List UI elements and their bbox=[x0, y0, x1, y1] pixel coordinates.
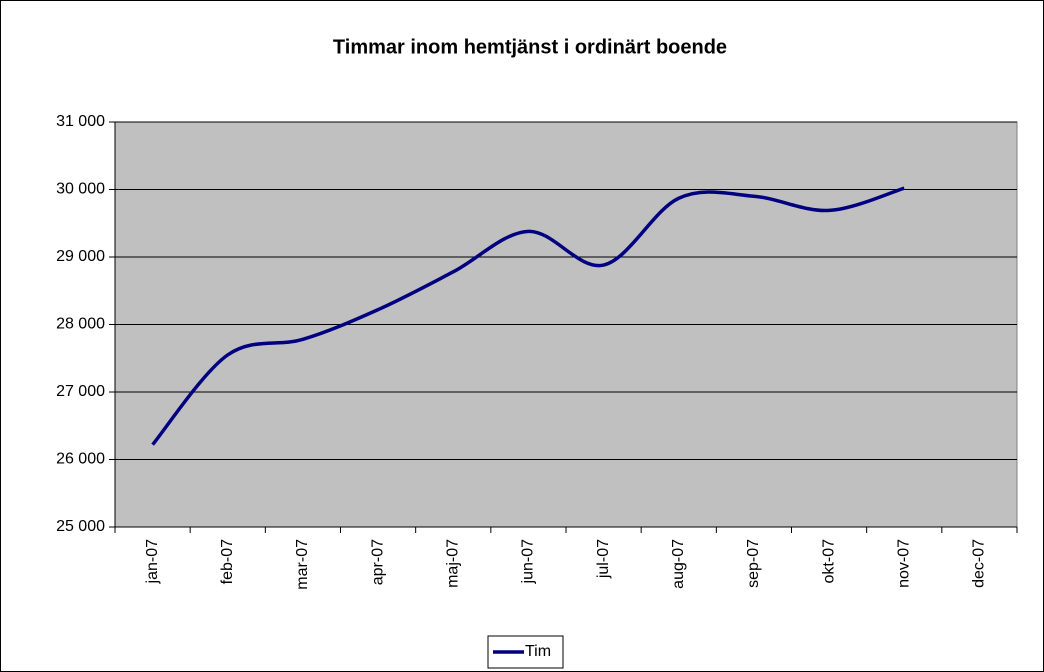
x-tick-label: nov-07 bbox=[895, 539, 912, 588]
x-tick-label: mar-07 bbox=[294, 539, 311, 590]
x-tick-label: sep-07 bbox=[745, 539, 762, 588]
y-tick-label: 29 000 bbox=[56, 248, 105, 265]
chart-title: Timmar inom hemtjänst i ordinärt boende bbox=[333, 36, 727, 58]
x-tick-label: jun-07 bbox=[520, 539, 537, 585]
y-tick-label: 31 000 bbox=[56, 113, 105, 130]
y-tick-label: 25 000 bbox=[56, 518, 105, 535]
x-tick-label: okt-07 bbox=[820, 539, 837, 584]
x-tick-label: jan-07 bbox=[144, 539, 161, 585]
series-line bbox=[151, 186, 905, 446]
y-tick-label: 30 000 bbox=[56, 181, 105, 198]
y-tick-label: 26 000 bbox=[56, 451, 105, 468]
x-tick-label: jul-07 bbox=[595, 539, 612, 579]
y-tick-label: 28 000 bbox=[56, 316, 105, 333]
x-tick-label: apr-07 bbox=[369, 539, 386, 585]
x-tick-label: aug-07 bbox=[670, 539, 687, 589]
y-tick-label: 27 000 bbox=[56, 383, 105, 400]
x-tick-label: feb-07 bbox=[219, 539, 236, 584]
x-tick-label: maj-07 bbox=[444, 539, 461, 588]
legend-label: Tim bbox=[525, 643, 551, 660]
x-tick-label: dec-07 bbox=[971, 539, 988, 588]
